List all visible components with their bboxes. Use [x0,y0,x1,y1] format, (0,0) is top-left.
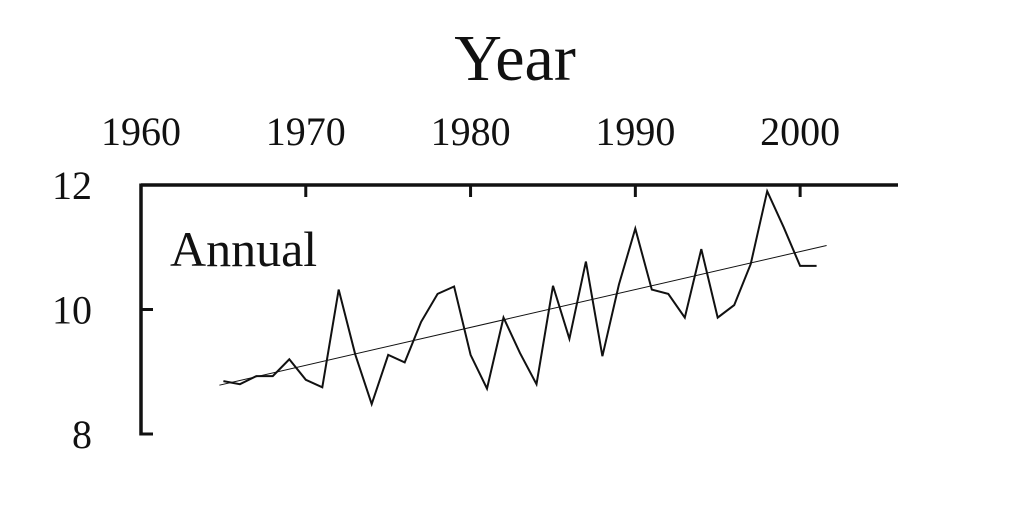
series-line [223,188,817,408]
annotation-label: Annual [170,221,317,277]
x-tick-label: 1970 [266,109,346,154]
y-axis-ticks: 12 10 8 [52,163,153,457]
x-tick-label: 1990 [595,109,675,154]
x-axis-title: Year [454,22,576,95]
plot-area [219,188,827,408]
y-tick-label: 8 [72,412,92,457]
x-tick-label: 2000 [760,109,840,154]
trend-line [219,245,827,386]
x-tick-label: 1960 [101,109,181,154]
x-axis-ticks: 1960 1970 1980 1990 2000 [101,109,840,197]
x-tick-label: 1980 [431,109,511,154]
y-tick-label: 10 [52,288,92,333]
y-tick-label: 12 [52,163,92,208]
